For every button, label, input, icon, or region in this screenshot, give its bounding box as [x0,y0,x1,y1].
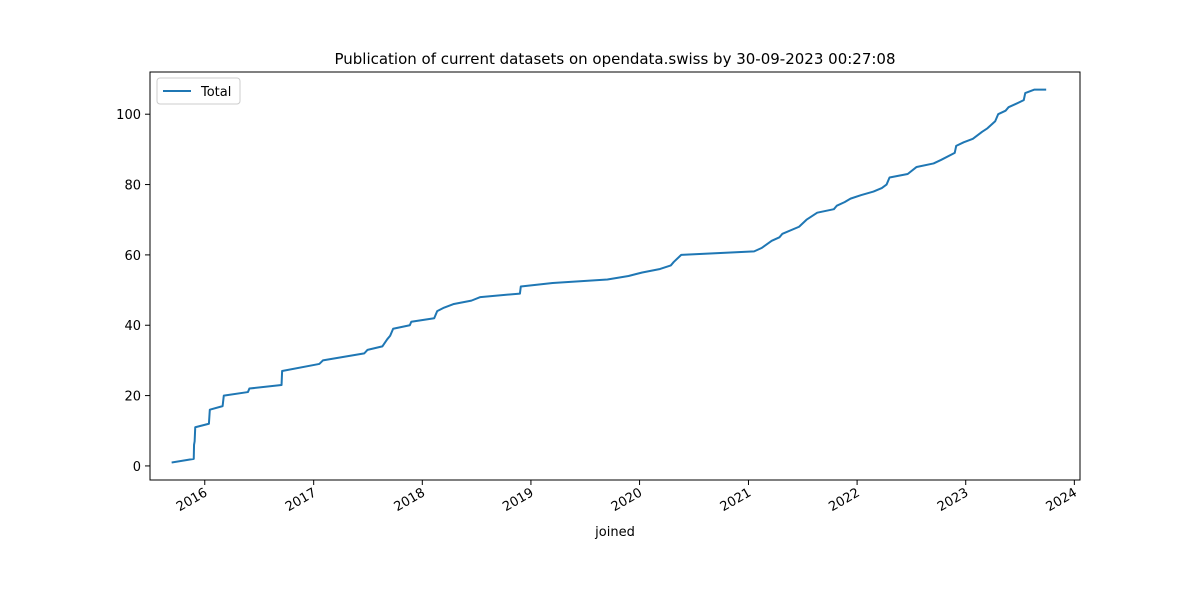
x-tick-label: 2018 [392,485,428,515]
x-tick-label: 2022 [826,485,862,515]
x-tick-label: 2017 [283,485,319,515]
y-tick-label: 60 [124,249,141,264]
x-axis-label: joined [594,525,635,540]
series-layer [171,88,1047,464]
legend-label-total: Total [200,85,231,100]
x-tick-label: 2021 [718,485,754,515]
x-tick-label: 2019 [500,485,536,515]
x-tick-label: 2024 [1044,485,1080,515]
y-tick-label: 0 [133,460,141,475]
y-axis: 0 20 40 60 80 100 [116,108,150,475]
plot-frame [149,71,1081,481]
chart-title: Publication of current datasets on opend… [334,50,895,68]
y-tick-label: 100 [116,108,141,123]
y-tick-label: 40 [124,319,141,334]
legend-box [156,77,241,105]
x-tick-label: 2020 [609,485,645,515]
x-tick-label: 2016 [174,485,210,515]
x-tick-label: 2023 [935,485,971,515]
y-tick-label: 80 [124,179,141,194]
series-line-total [171,88,1047,464]
x-axis: 2016 2017 2018 2019 2020 2021 2022 2023 2024 [174,480,1080,515]
y-tick-label: 20 [124,390,141,405]
legend: Total [156,77,241,105]
